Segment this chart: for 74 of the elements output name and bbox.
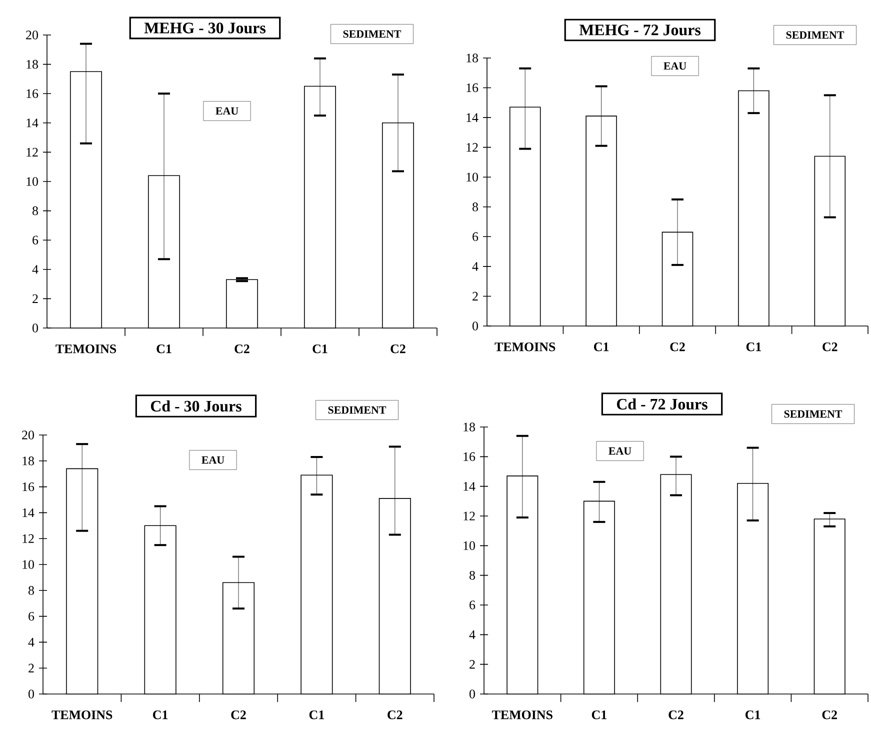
y-tick-label: 2 [32, 294, 38, 303]
x-tick-label: C1 [594, 342, 609, 352]
annotation: EAU [664, 62, 686, 70]
y-tick-label: 16 [26, 89, 38, 98]
y-tick-label: 4 [472, 262, 478, 271]
y-tick-label: 12 [466, 143, 478, 152]
y-tick-label: 0 [472, 322, 478, 330]
x-tick-label: C1 [746, 710, 760, 720]
x-tick-label: C2 [822, 710, 837, 720]
text: SEDIMENT [784, 410, 842, 418]
y-tick-label: 8 [470, 570, 475, 580]
x-tick-label: C2 [234, 344, 250, 354]
y-tick-label: 20 [26, 30, 38, 40]
x-tick-label: C2 [388, 710, 402, 720]
y-tick-label: 16 [22, 482, 34, 492]
x-tick-label: C2 [231, 710, 246, 720]
y-tick-label: 0 [32, 324, 38, 332]
x-tick-label: TEMOINS [492, 710, 552, 720]
x-tick-label: C1 [309, 710, 324, 720]
y-tick-label: 16 [466, 83, 478, 92]
x-tick-label: TEMOINS [52, 710, 112, 720]
y-tick-label: 8 [28, 586, 34, 595]
y-tick-label: 6 [472, 232, 478, 242]
y-tick-label: 0 [28, 690, 34, 698]
x-tick-label: C1 [312, 344, 328, 354]
y-tick-label: 12 [26, 148, 38, 156]
y-tick-label: 14 [22, 508, 34, 517]
y-tick-label: 18 [26, 60, 38, 69]
y-tick-label: 6 [470, 600, 476, 610]
annotation: SEDIMENT [343, 30, 402, 38]
chart-title: Cd - 30 Jours [150, 400, 242, 412]
y-tick-label: 2 [28, 664, 34, 672]
annotation: EAU [202, 456, 224, 464]
x-tick-label: C2 [668, 710, 684, 720]
x-tick-label: C2 [390, 344, 406, 354]
y-tick-label: 14 [466, 113, 478, 122]
text: SEDIMENT [328, 406, 386, 414]
y-tick-label: 8 [472, 202, 478, 212]
y-tick-label: 10 [466, 172, 478, 182]
x-tick-label: C1 [746, 342, 761, 352]
y-tick-label: 18 [466, 54, 478, 62]
x-tick-label: C1 [156, 344, 172, 354]
annotation: EAU [216, 107, 238, 115]
y-tick-label: 10 [464, 541, 475, 550]
chart-title: MEHG - 72 Jours [579, 24, 701, 36]
y-tick-label: 12 [22, 534, 34, 543]
x-tick-label: C2 [822, 342, 838, 352]
y-tick-label: 6 [32, 236, 38, 244]
y-tick-label: 6 [28, 612, 34, 621]
y-tick-label: 16 [464, 452, 476, 462]
y-tick-label: 10 [22, 560, 34, 569]
y-tick-label: 10 [26, 177, 38, 186]
x-tick-label: C1 [592, 710, 606, 720]
y-tick-label: 8 [32, 206, 38, 216]
annotation: EAU [608, 447, 632, 455]
y-tick-label: 14 [464, 482, 476, 491]
y-tick-label: 2 [472, 292, 478, 301]
chart-title: MEHG - 30 Jours [144, 22, 266, 34]
y-tick-label: 2 [470, 660, 475, 669]
x-tick-label: TEMOINS [56, 344, 116, 354]
x-tick-label: C2 [670, 342, 685, 352]
y-tick-label: 4 [469, 630, 476, 639]
text: SEDIMENT [786, 31, 844, 39]
y-tick-label: 0 [470, 690, 475, 698]
y-tick-label: 14 [26, 118, 38, 128]
y-tick-label: 18 [464, 422, 475, 432]
x-tick-label: TEMOINS [494, 342, 556, 352]
y-tick-label: 4 [32, 265, 38, 274]
y-tick-label: 12 [464, 512, 475, 520]
y-tick-label: 18 [22, 456, 34, 466]
chart-title: Cd - 72 Jours [616, 398, 708, 410]
y-tick-label: 20 [22, 430, 34, 440]
x-tick-label: C1 [153, 710, 168, 720]
y-tick-label: 4 [28, 638, 34, 646]
